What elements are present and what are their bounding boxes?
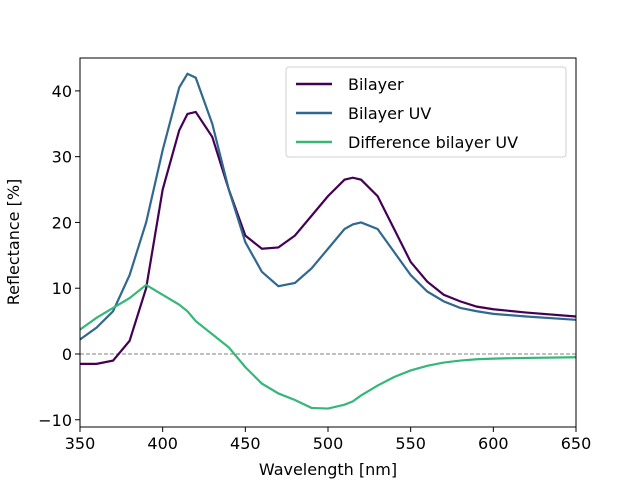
y-tick-label: −10 — [38, 411, 72, 430]
x-tick-label: 450 — [230, 434, 261, 453]
y-tick-label: 40 — [52, 82, 72, 101]
y-tick-label: 10 — [52, 279, 72, 298]
legend-label: Bilayer UV — [348, 104, 431, 123]
y-axis-label: Reflectance [%] — [4, 179, 23, 306]
legend-label: Bilayer — [348, 75, 404, 94]
x-axis-label: Wavelength [nm] — [259, 460, 397, 479]
x-tick-label: 600 — [478, 434, 509, 453]
series-line — [79, 72, 577, 341]
y-tick-label: 20 — [52, 213, 72, 232]
legend-label: Difference bilayer UV — [348, 133, 518, 152]
x-tick-label: 650 — [561, 434, 592, 453]
series-line — [80, 110, 577, 365]
legend-box — [285, 66, 567, 158]
y-tick-label: 30 — [52, 148, 72, 167]
x-tick-label: 550 — [395, 434, 426, 453]
y-tick-label: 0 — [62, 345, 72, 364]
series-line — [79, 283, 577, 410]
axes-frame — [79, 57, 577, 428]
x-tick-label: 350 — [65, 434, 96, 453]
x-tick-label: 400 — [147, 434, 178, 453]
legend: Bilayer Bilayer UV Difference bilayer UV — [285, 66, 567, 158]
x-tick-label: 500 — [313, 434, 344, 453]
